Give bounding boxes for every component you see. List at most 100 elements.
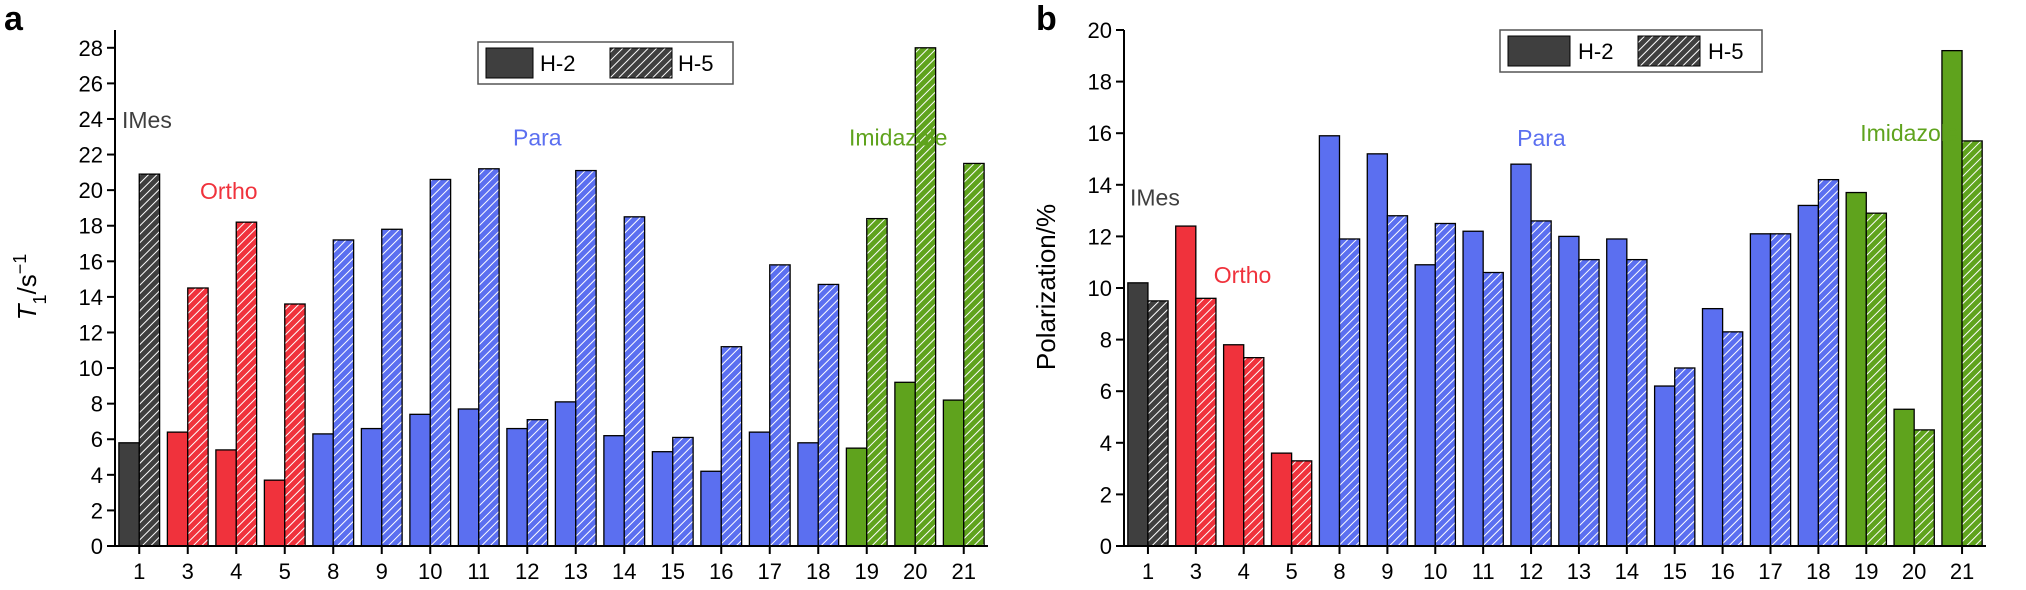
y-tick-label: 28	[79, 36, 103, 61]
bar-h-2-19	[845, 447, 868, 547]
bar-h-5-20	[914, 47, 937, 547]
bar-h-5-13	[1578, 258, 1600, 547]
bar-h-5-21	[1961, 140, 1983, 547]
bar-h-5-14	[623, 216, 646, 547]
group-label-imes: IMes	[122, 107, 172, 133]
y-tick-label: 14	[79, 285, 103, 310]
x-tick-label: 9	[376, 559, 388, 584]
x-tick-label: 16	[709, 559, 733, 584]
bar-h-2-9	[1366, 153, 1389, 547]
x-tick-label: 15	[1662, 559, 1686, 584]
x-tick-label: 4	[1238, 559, 1250, 584]
bar-h-5-15	[672, 436, 694, 547]
bar-h-2-20	[1893, 408, 1915, 547]
panel-b-group-labels: IMes Ortho Para Imidazole	[1130, 120, 1959, 288]
panel-b-y-axis: 0 2 4 6 8 10 12 14 16 18 20	[1088, 18, 1124, 559]
group-label-para: Para	[513, 125, 562, 151]
bar-h-2-20	[894, 381, 916, 547]
bar-h-2-5	[263, 479, 286, 547]
bar-h-5-14	[1626, 258, 1648, 547]
x-tick-label: 16	[1710, 559, 1734, 584]
y-tick-label: 0	[1100, 534, 1112, 559]
group-label-imidazole: Imidazole	[849, 125, 947, 151]
x-tick-label: 15	[661, 559, 685, 584]
bar-h-5-18	[1817, 178, 1840, 547]
legend-label-h5: H-5	[1708, 39, 1743, 64]
panel-b-ylabel: Polarization/%	[1031, 204, 1061, 370]
y-tick-label: 2	[91, 498, 103, 523]
bar-h-2-16	[1701, 307, 1724, 547]
panel-b-x-axis: 1 3 4 5 8 9 10 11 12 13 14 15 16 17 18 19 20 21	[1142, 546, 1974, 584]
bar-h-2-14	[603, 435, 625, 547]
x-tick-label: 5	[279, 559, 291, 584]
x-tick-label: 14	[1615, 559, 1639, 584]
legend-swatch-h5	[1637, 35, 1701, 67]
x-tick-label: 21	[1950, 559, 1974, 584]
y-tick-label: 0	[91, 534, 103, 559]
y-tick-label: 26	[79, 71, 103, 96]
y-tick-label: 12	[1088, 224, 1112, 249]
group-label-imidazole: Imidazole	[1860, 120, 1958, 146]
x-tick-label: 12	[1519, 559, 1543, 584]
bar-h-5-1	[138, 173, 161, 547]
x-tick-label: 20	[1902, 559, 1926, 584]
y-tick-label: 20	[79, 178, 103, 203]
x-tick-label: 19	[1854, 559, 1878, 584]
panel-a-bars	[118, 47, 985, 547]
x-tick-label: 3	[1190, 559, 1202, 584]
panel-b-letter: b	[1036, 0, 1057, 38]
bar-h-2-3	[1175, 225, 1197, 547]
bar-h-5-1	[1147, 300, 1169, 547]
panel-a-group-labels: IMes Ortho Para Imidazole	[122, 107, 947, 204]
y-tick-label: 6	[91, 427, 103, 452]
y-tick-label: 14	[1088, 173, 1112, 198]
bar-h-2-1	[1127, 282, 1149, 547]
bar-h-5-5	[284, 303, 306, 547]
bar-h-2-5	[1270, 452, 1293, 547]
bar-h-2-12	[1510, 163, 1532, 547]
x-tick-label: 18	[1806, 559, 1830, 584]
bar-h-5-18	[817, 283, 840, 547]
bar-h-2-9	[360, 427, 383, 547]
y-tick-label: 22	[79, 143, 103, 168]
x-tick-label: 13	[564, 559, 588, 584]
x-tick-label: 10	[1423, 559, 1447, 584]
x-tick-label: 18	[806, 559, 830, 584]
y-tick-label: 10	[1088, 276, 1112, 301]
bar-h-2-8	[312, 433, 334, 547]
bar-h-5-12	[526, 419, 549, 547]
group-label-imes: IMes	[1130, 184, 1180, 210]
bar-h-5-9	[1386, 215, 1409, 547]
bar-h-2-17	[748, 431, 771, 547]
y-tick-label: 2	[1100, 482, 1112, 507]
y-tick-label: 6	[1100, 379, 1112, 404]
legend-swatch-h5	[609, 47, 673, 79]
panel-a-legend: H-2 H-5	[477, 41, 734, 85]
bar-h-2-12	[506, 427, 528, 547]
bar-h-5-3	[1195, 297, 1217, 547]
bar-h-2-13	[554, 401, 577, 547]
x-tick-label: 17	[1758, 559, 1782, 584]
x-tick-label: 11	[1472, 559, 1495, 584]
bar-h-2-3	[166, 431, 189, 547]
panel-a-ylabel: T1/s−1	[10, 254, 50, 321]
x-tick-label: 10	[418, 559, 442, 584]
y-tick-label: 4	[91, 463, 103, 488]
y-tick-label: 4	[1100, 431, 1112, 456]
bar-h-5-16	[1721, 331, 1744, 547]
bar-h-2-11	[457, 408, 480, 547]
group-label-ortho: Ortho	[1214, 262, 1272, 288]
bar-h-2-15	[651, 451, 674, 547]
bar-h-2-13	[1558, 235, 1580, 547]
bar-h-2-18	[1797, 204, 1820, 547]
group-label-para: Para	[1517, 125, 1566, 151]
bar-h-5-19	[1865, 212, 1888, 547]
x-tick-label: 3	[182, 559, 194, 584]
x-tick-label: 11	[467, 559, 490, 584]
bar-h-5-21	[963, 162, 985, 547]
y-tick-label: 24	[79, 107, 103, 132]
x-tick-label: 20	[903, 559, 927, 584]
x-tick-label: 9	[1381, 559, 1393, 584]
